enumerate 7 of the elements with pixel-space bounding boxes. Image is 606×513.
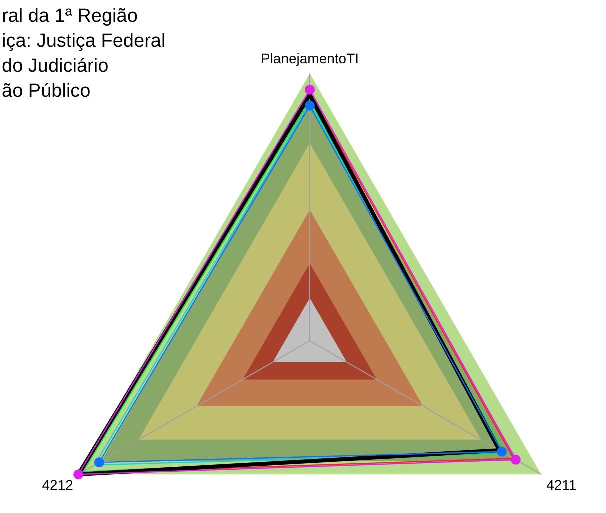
text: iça: Justiça Federal [2, 30, 166, 54]
spoke-label: 4212 [42, 476, 74, 493]
text: ão Público [2, 80, 92, 104]
text: ral da 1ª Região [2, 5, 139, 29]
text: do Judiciário [2, 55, 110, 79]
spoke-label: PlanejamentoTI [260, 50, 360, 66]
spoke-label: 4211 [546, 476, 577, 493]
